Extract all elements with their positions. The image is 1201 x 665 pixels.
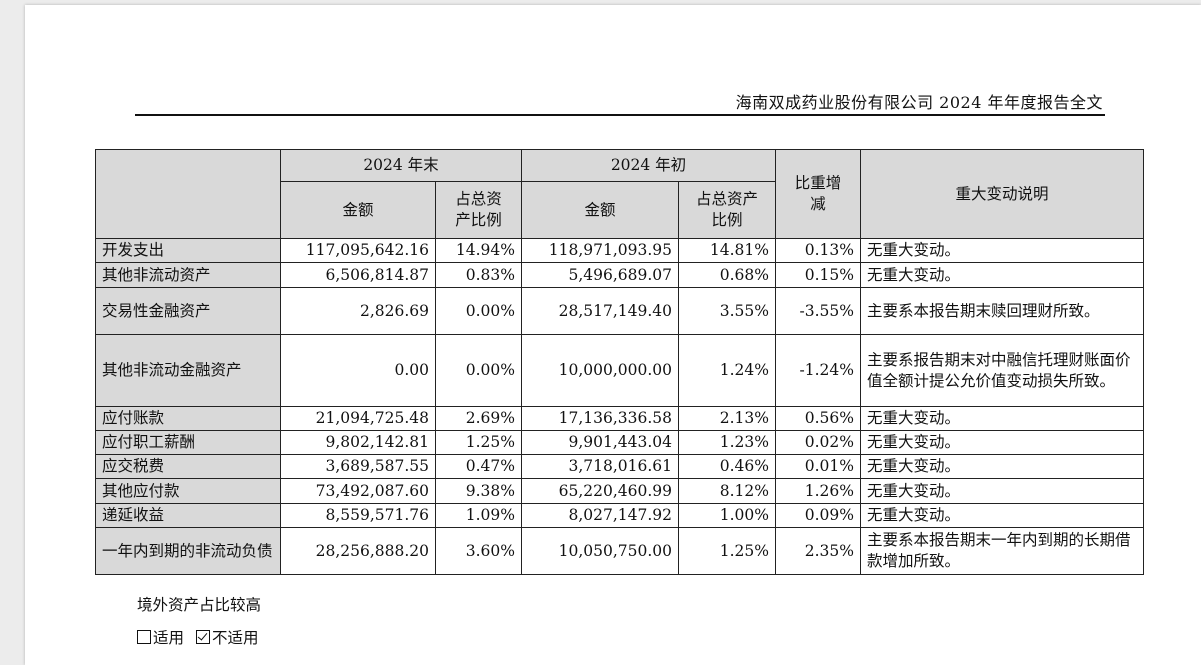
cell-amount-end: 28,256,888.20 — [280, 527, 436, 575]
header-amount-start: 金额 — [521, 181, 679, 239]
cell-ratio-start: 2.13% — [678, 406, 776, 431]
header-ratio-start: 占总资产比例 — [678, 181, 776, 239]
cell-ratio-end: 0.00% — [435, 334, 522, 407]
cell-amount-end: 73,492,087.60 — [280, 478, 436, 504]
table-row: 其他非流动金融资产 0.00 0.00% 10,000,000.00 1.24% -1.2… — [95, 334, 1144, 407]
cell-ratio-start: 1.23% — [678, 430, 776, 455]
corner-header — [95, 149, 281, 239]
row-label: 其他非流动资产 — [95, 262, 281, 288]
cell-note: 无重大变动。 — [860, 503, 1144, 528]
cell-amount-start: 9,901,443.04 — [521, 430, 679, 455]
row-label: 一年内到期的非流动负债 — [95, 527, 281, 575]
row-label: 应付职工薪酬 — [95, 430, 281, 455]
cell-note: 无重大变动。 — [860, 238, 1144, 263]
cell-amount-start: 17,136,336.58 — [521, 406, 679, 431]
not-applicable-label: 不适用 — [212, 629, 259, 647]
cell-ratio-start: 1.00% — [678, 503, 776, 528]
header-note: 重大变动说明 — [860, 149, 1144, 239]
row-label: 其他应付款 — [95, 478, 281, 504]
header-change: 比重增减 — [775, 149, 861, 239]
cell-amount-start: 28,517,149.40 — [521, 287, 679, 335]
cell-change: 1.26% — [775, 478, 861, 504]
cell-amount-start: 65,220,460.99 — [521, 478, 679, 504]
balance-change-table: 2024 年末 2024 年初 比重增减 重大变动说明 金额 占总资产比例 金额… — [95, 149, 1144, 575]
cell-amount-start: 3,718,016.61 — [521, 454, 679, 479]
cell-amount-end: 8,559,571.76 — [280, 503, 436, 528]
cell-ratio-end: 2.69% — [435, 406, 522, 431]
cell-amount-end: 3,689,587.55 — [280, 454, 436, 479]
cell-amount-end: 0.00 — [280, 334, 436, 407]
applicability-options: 适用 不适用 — [137, 626, 259, 648]
cell-ratio-start: 3.55% — [678, 287, 776, 335]
table-row: 其他非流动资产 6,506,814.87 0.83% 5,496,689.07 0.68… — [95, 262, 1144, 288]
table-row: 交易性金融资产 2,826.69 0.00% 28,517,149.40 3.55% -3… — [95, 287, 1144, 335]
cell-change: -3.55% — [775, 287, 861, 335]
row-label: 交易性金融资产 — [95, 287, 281, 335]
cell-note: 主要系本报告期末一年内到期的长期借款增加所致。 — [860, 527, 1144, 575]
table-row: 应付账款 21,094,725.48 2.69% 17,136,336.58 2.13%… — [95, 406, 1144, 431]
table-row: 开发支出 117,095,642.16 14.94% 118,971,093.95 14… — [95, 238, 1144, 263]
cell-note: 无重大变动。 — [860, 430, 1144, 455]
cell-change: 2.35% — [775, 527, 861, 575]
cell-amount-start: 5,496,689.07 — [521, 262, 679, 288]
cell-amount-end: 117,095,642.16 — [280, 238, 436, 263]
cell-ratio-start: 8.12% — [678, 478, 776, 504]
table-row: 一年内到期的非流动负债 28,256,888.20 3.60% 10,050,750.… — [95, 527, 1144, 575]
row-label: 应付账款 — [95, 406, 281, 431]
cell-amount-start: 8,027,147.92 — [521, 503, 679, 528]
row-label: 应交税费 — [95, 454, 281, 479]
cell-change: 0.09% — [775, 503, 861, 528]
table-row: 递延收益 8,559,571.76 1.09% 8,027,147.92 1.00% 0.… — [95, 503, 1144, 528]
cell-amount-end: 9,802,142.81 — [280, 430, 436, 455]
cell-ratio-end: 0.47% — [435, 454, 522, 479]
cell-ratio-end: 9.38% — [435, 478, 522, 504]
cell-ratio-end: 3.60% — [435, 527, 522, 575]
cell-amount-end: 21,094,725.48 — [280, 406, 436, 431]
cell-ratio-start: 1.25% — [678, 527, 776, 575]
document-header: 海南双成药业股份有限公司 2024 年年度报告全文 — [735, 93, 1103, 112]
cell-amount-start: 10,050,750.00 — [521, 527, 679, 575]
not-applicable-checkbox[interactable] — [196, 630, 211, 644]
cell-amount-start: 10,000,000.00 — [521, 334, 679, 407]
row-label: 开发支出 — [95, 238, 281, 263]
cell-note: 主要系本报告期末赎回理财所致。 — [860, 287, 1144, 335]
cell-change: 0.15% — [775, 262, 861, 288]
header-rule — [135, 114, 1105, 116]
cell-change: 0.56% — [775, 406, 861, 431]
cell-change: 0.13% — [775, 238, 861, 263]
cell-change: 0.02% — [775, 430, 861, 455]
table-row: 应付职工薪酬 9,802,142.81 1.25% 9,901,443.04 1.23%… — [95, 430, 1144, 455]
table-row: 应交税费 3,689,587.55 0.47% 3,718,016.61 0.46% 0.… — [95, 454, 1144, 479]
cell-ratio-end: 1.09% — [435, 503, 522, 528]
row-label: 递延收益 — [95, 503, 281, 528]
header-amount-end: 金额 — [280, 181, 436, 239]
applicable-checkbox[interactable] — [137, 630, 151, 644]
cell-note: 无重大变动。 — [860, 478, 1144, 504]
cell-amount-end: 6,506,814.87 — [280, 262, 436, 288]
cell-note: 无重大变动。 — [860, 454, 1144, 479]
cell-ratio-end: 1.25% — [435, 430, 522, 455]
cell-amount-start: 118,971,093.95 — [521, 238, 679, 263]
cell-ratio-end: 0.00% — [435, 287, 522, 335]
cell-note: 无重大变动。 — [860, 262, 1144, 288]
cell-ratio-start: 0.68% — [678, 262, 776, 288]
row-label: 其他非流动金融资产 — [95, 334, 281, 407]
applicable-label: 适用 — [153, 629, 185, 647]
cell-change: 0.01% — [775, 454, 861, 479]
document-page: 海南双成药业股份有限公司 2024 年年度报告全文 2024 年末 2024 年… — [25, 5, 1201, 665]
cell-ratio-start: 14.81% — [678, 238, 776, 263]
overseas-assets-heading: 境外资产占比较高 — [137, 596, 262, 614]
header-2024-end: 2024 年末 — [280, 149, 522, 182]
cell-ratio-start: 1.24% — [678, 334, 776, 407]
table-row: 其他应付款 73,492,087.60 9.38% 65,220,460.99 8.12… — [95, 478, 1144, 504]
header-ratio-end: 占总资产比例 — [435, 181, 522, 239]
header-2024-start: 2024 年初 — [521, 149, 776, 182]
cell-amount-end: 2,826.69 — [280, 287, 436, 335]
cell-change: -1.24% — [775, 334, 861, 407]
cell-ratio-start: 0.46% — [678, 454, 776, 479]
cell-ratio-end: 0.83% — [435, 262, 522, 288]
cell-note: 主要系报告期末对中融信托理财账面价值全额计提公允价值变动损失所致。 — [860, 334, 1144, 407]
cell-ratio-end: 14.94% — [435, 238, 522, 263]
cell-note: 无重大变动。 — [860, 406, 1144, 431]
